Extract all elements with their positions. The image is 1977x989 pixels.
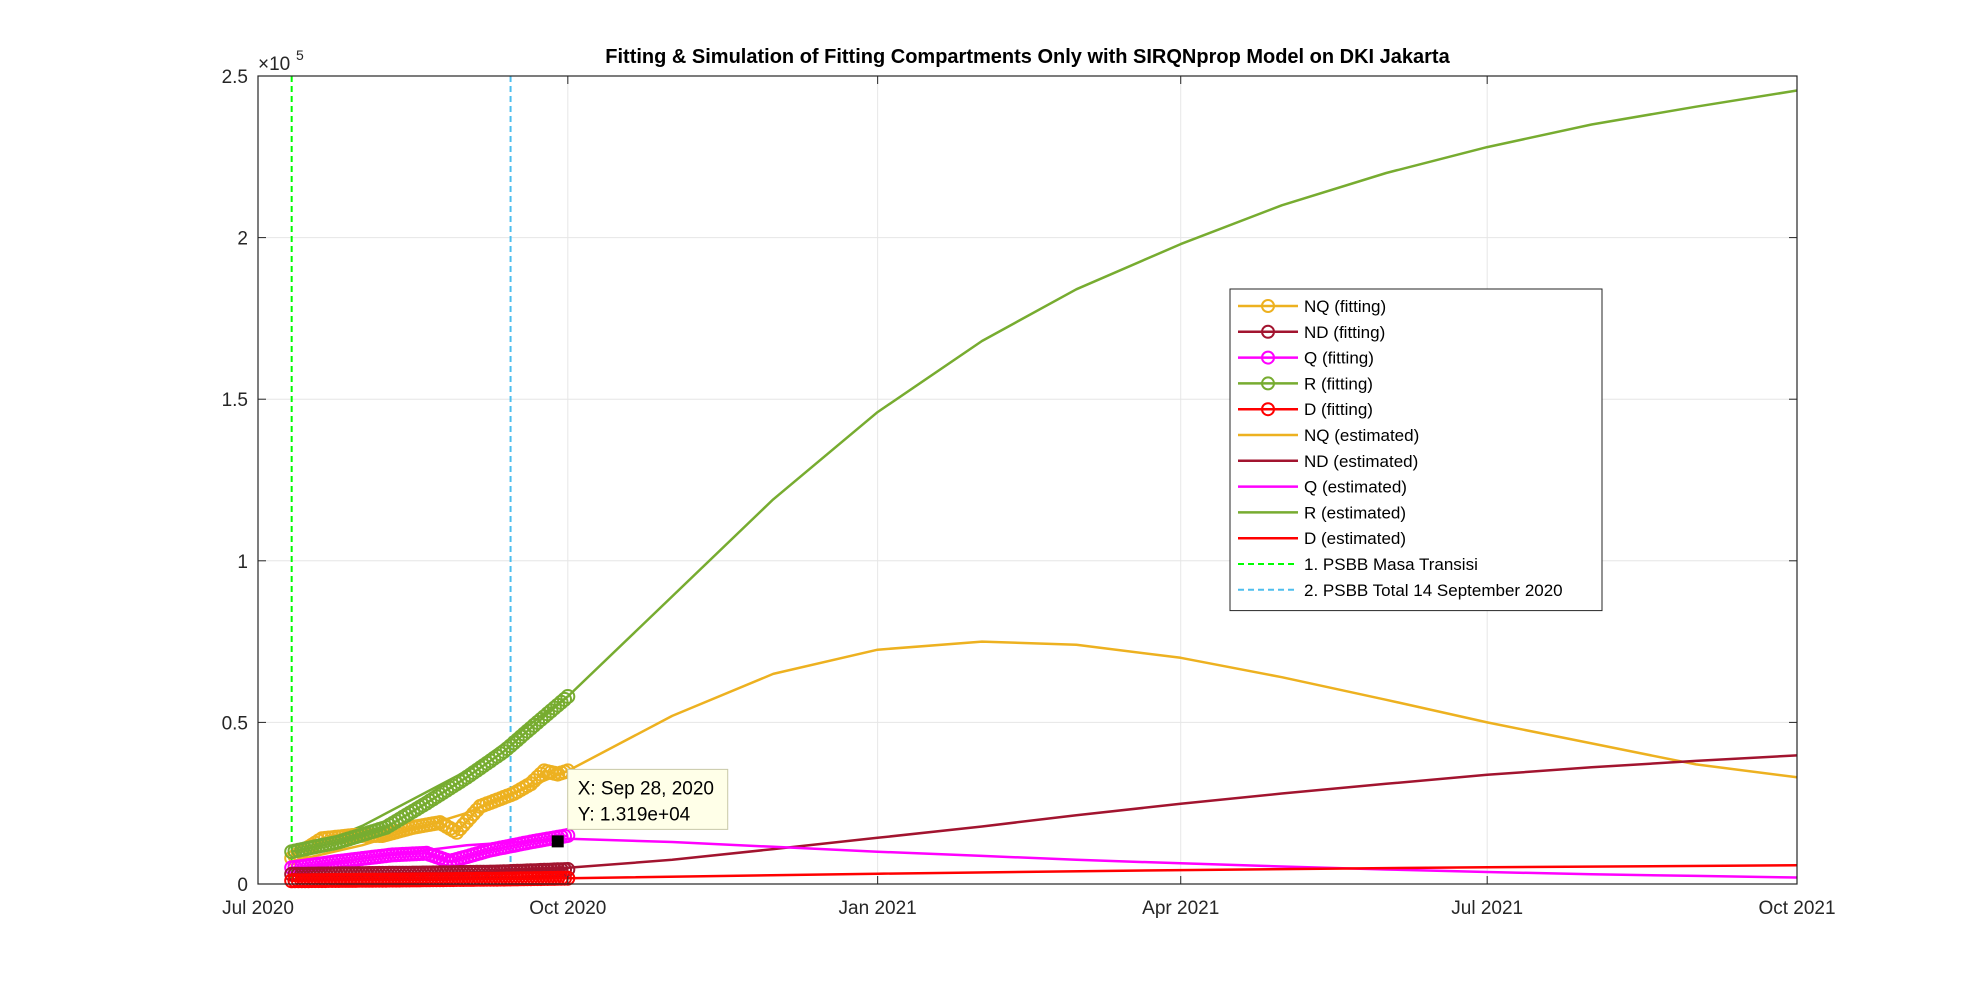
fitting-series (284, 689, 576, 860)
legend-entry: Q (estimated) (1238, 478, 1407, 497)
legend-label: NQ (fitting) (1304, 297, 1386, 316)
fitting-marker (560, 689, 576, 704)
datatip-box (567, 768, 729, 830)
legend-marker (1261, 299, 1275, 313)
legend-entry: NQ (estimated) (1238, 426, 1419, 445)
estimated-series-line (291, 754, 1798, 878)
legend: NQ (fitting) ND (fitting) Q (fitting) R (fi… (1229, 288, 1603, 612)
legend-entry: D (estimated) (1238, 529, 1406, 548)
y-exponent-base: ×10 (258, 54, 290, 75)
y-tick-label: 1.5 (222, 390, 248, 411)
y-tick-label: 0.5 (222, 713, 248, 734)
y-tick-labels: 0 0.5 1 1.5 2 2.5 (222, 67, 248, 896)
axes-box (257, 75, 1798, 885)
legend-label: D (fitting) (1304, 400, 1373, 419)
legend-label: ND (estimated) (1304, 452, 1418, 471)
legend-entry: NQ (fitting) (1238, 297, 1386, 316)
legend-entry: ND (fitting) (1238, 323, 1385, 342)
axis-ticks (257, 75, 1798, 885)
fitting-series-lines (284, 689, 576, 889)
legend-label: D (estimated) (1304, 529, 1406, 548)
x-tick-labels: Jul 2020 Oct 2020 Jan 2021 Apr 2021 Jul 2021… (222, 898, 1835, 919)
legend-marker (1261, 402, 1275, 417)
legend-label: 1. PSBB Masa Transisi (1304, 555, 1478, 574)
legend-entry: 1. PSBB Masa Transisi (1238, 555, 1478, 574)
datatip-y-text: Y: 1.319e+04 (578, 804, 691, 825)
datatip[interactable]: X: Sep 28, 2020 Y: 1.319e+04 (551, 768, 729, 848)
y-tick-label: 0 (237, 875, 248, 896)
legend-marker (1261, 376, 1275, 391)
legend-label: NQ (estimated) (1304, 426, 1419, 445)
y-tick-label: 2.5 (222, 67, 248, 88)
y-exponent-power: 5 (296, 47, 304, 63)
legend-marker (1261, 350, 1275, 365)
y-tick-label: 2 (237, 229, 248, 250)
y-axis-exponent: ×10 5 (258, 47, 304, 75)
x-tick-label: Jul 2021 (1451, 898, 1523, 919)
legend-label: Q (fitting) (1304, 349, 1374, 368)
x-tick-label: Oct 2020 (529, 898, 606, 919)
chart-title: Fitting & Simulation of Fitting Compartm… (605, 46, 1450, 68)
x-tick-label: Oct 2021 (1758, 898, 1835, 919)
legend-box (1229, 288, 1603, 612)
legend-entry: ND (estimated) (1238, 452, 1418, 471)
fitting-marker (557, 691, 572, 707)
legend-label: Q (estimated) (1304, 478, 1407, 497)
y-tick-label: 1 (237, 552, 248, 573)
legend-label: 2. PSBB Total 14 September 2020 (1304, 581, 1563, 600)
datatip-marker[interactable] (551, 835, 564, 848)
x-tick-label: Jul 2020 (222, 898, 294, 919)
x-tick-label: Jan 2021 (839, 898, 917, 919)
legend-entry: 2. PSBB Total 14 September 2020 (1238, 581, 1563, 600)
x-tick-label: Apr 2021 (1142, 898, 1219, 919)
legend-entry: R (fitting) (1238, 374, 1373, 393)
datatip-x-text: X: Sep 28, 2020 (578, 778, 714, 799)
fitting-marker (560, 870, 576, 886)
legend-entry: Q (fitting) (1238, 349, 1374, 368)
legend-label: R (estimated) (1304, 503, 1406, 522)
fitting-series (284, 870, 576, 889)
legend-entry: R (estimated) (1238, 503, 1406, 522)
legend-label: ND (fitting) (1304, 323, 1385, 342)
legend-label: R (fitting) (1304, 374, 1373, 393)
legend-marker (1261, 324, 1275, 339)
legend-entry: D (fitting) (1238, 400, 1373, 419)
